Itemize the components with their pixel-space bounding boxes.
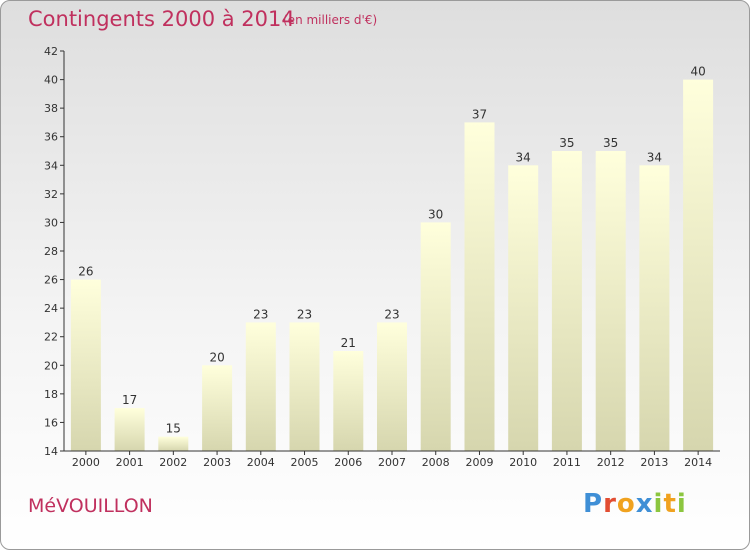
bar-2001	[114, 408, 145, 451]
y-tick-label: 38	[44, 102, 58, 115]
axes-layer: 2000 2001 2002 2003 2004 2005 2006 2007 2008 2009…	[44, 45, 720, 469]
data-labels-layer: 26 17 15 20 23 23 21 23 30 37 34 35 35 34 40	[78, 65, 705, 436]
x-tick-label: 2010	[509, 456, 537, 469]
y-tick-label: 22	[44, 331, 58, 344]
data-label-2011: 35	[559, 136, 574, 150]
y-tick-label: 18	[44, 388, 58, 401]
data-label-2002: 15	[166, 422, 181, 436]
x-tick-label: 2002	[159, 456, 187, 469]
data-label-2014: 40	[690, 65, 705, 79]
bar-2005	[289, 322, 320, 451]
x-tick-label: 2004	[247, 456, 275, 469]
data-label-2007: 23	[384, 307, 399, 321]
data-label-2003: 20	[209, 350, 224, 364]
chart-unit-label: (en milliers d'€)	[283, 13, 378, 27]
x-tick-label: 2006	[334, 456, 362, 469]
data-label-2001: 17	[122, 393, 137, 407]
x-tick-label: 2007	[378, 456, 406, 469]
y-tick-label: 16	[44, 416, 58, 429]
bar-2012	[595, 151, 626, 451]
data-label-2010: 34	[516, 150, 531, 164]
data-label-2013: 34	[647, 150, 662, 164]
y-tick-label: 42	[44, 45, 58, 58]
data-label-2006: 21	[341, 336, 356, 350]
y-tick-label: 14	[44, 445, 58, 458]
x-tick-label: 2012	[597, 456, 625, 469]
bar-2006	[333, 351, 364, 451]
x-tick-label: 2005	[291, 456, 319, 469]
y-tick-label: 32	[44, 188, 58, 201]
bar-2004	[245, 322, 276, 451]
bar-2009	[464, 122, 495, 452]
bar-2002	[158, 436, 189, 451]
x-tick-label: 2011	[553, 456, 581, 469]
bar-2007	[377, 322, 407, 451]
x-tick-label: 2008	[422, 456, 450, 469]
commune-name: MéVOUILLON	[28, 495, 153, 517]
data-label-2000: 26	[78, 265, 93, 279]
data-label-2008: 30	[428, 207, 443, 221]
bar-2013	[639, 165, 670, 452]
bar-2011	[551, 151, 582, 451]
y-tick-label: 20	[44, 359, 58, 372]
x-tick-label: 2013	[640, 456, 668, 469]
chart-title: Contingents 2000 à 2014	[28, 7, 295, 31]
x-tick-label: 2003	[203, 456, 231, 469]
data-label-2012: 35	[603, 136, 618, 150]
y-tick-label: 26	[44, 274, 58, 287]
y-tick-label: 36	[44, 131, 58, 144]
x-tick-label: 2014	[684, 456, 712, 469]
y-tick-label: 24	[44, 302, 58, 315]
y-tick-label: 30	[44, 216, 58, 229]
x-tick-label: 2009	[466, 456, 494, 469]
bar-2008	[420, 222, 451, 451]
data-label-2004: 23	[253, 307, 268, 321]
proxiti-logo: Proxiti	[583, 489, 687, 519]
y-tick-label: 28	[44, 245, 58, 258]
bar-2014	[683, 79, 714, 451]
data-label-2009: 37	[472, 107, 487, 121]
y-tick-label: 40	[44, 74, 58, 87]
y-tick-label: 34	[44, 159, 58, 172]
x-tick-label: 2000	[72, 456, 100, 469]
bars-layer	[70, 79, 714, 452]
bar-2010	[508, 165, 539, 452]
data-label-2005: 23	[297, 307, 312, 321]
bar-2003	[202, 365, 233, 451]
x-tick-label: 2001	[116, 456, 144, 469]
bar-2000	[70, 279, 101, 451]
